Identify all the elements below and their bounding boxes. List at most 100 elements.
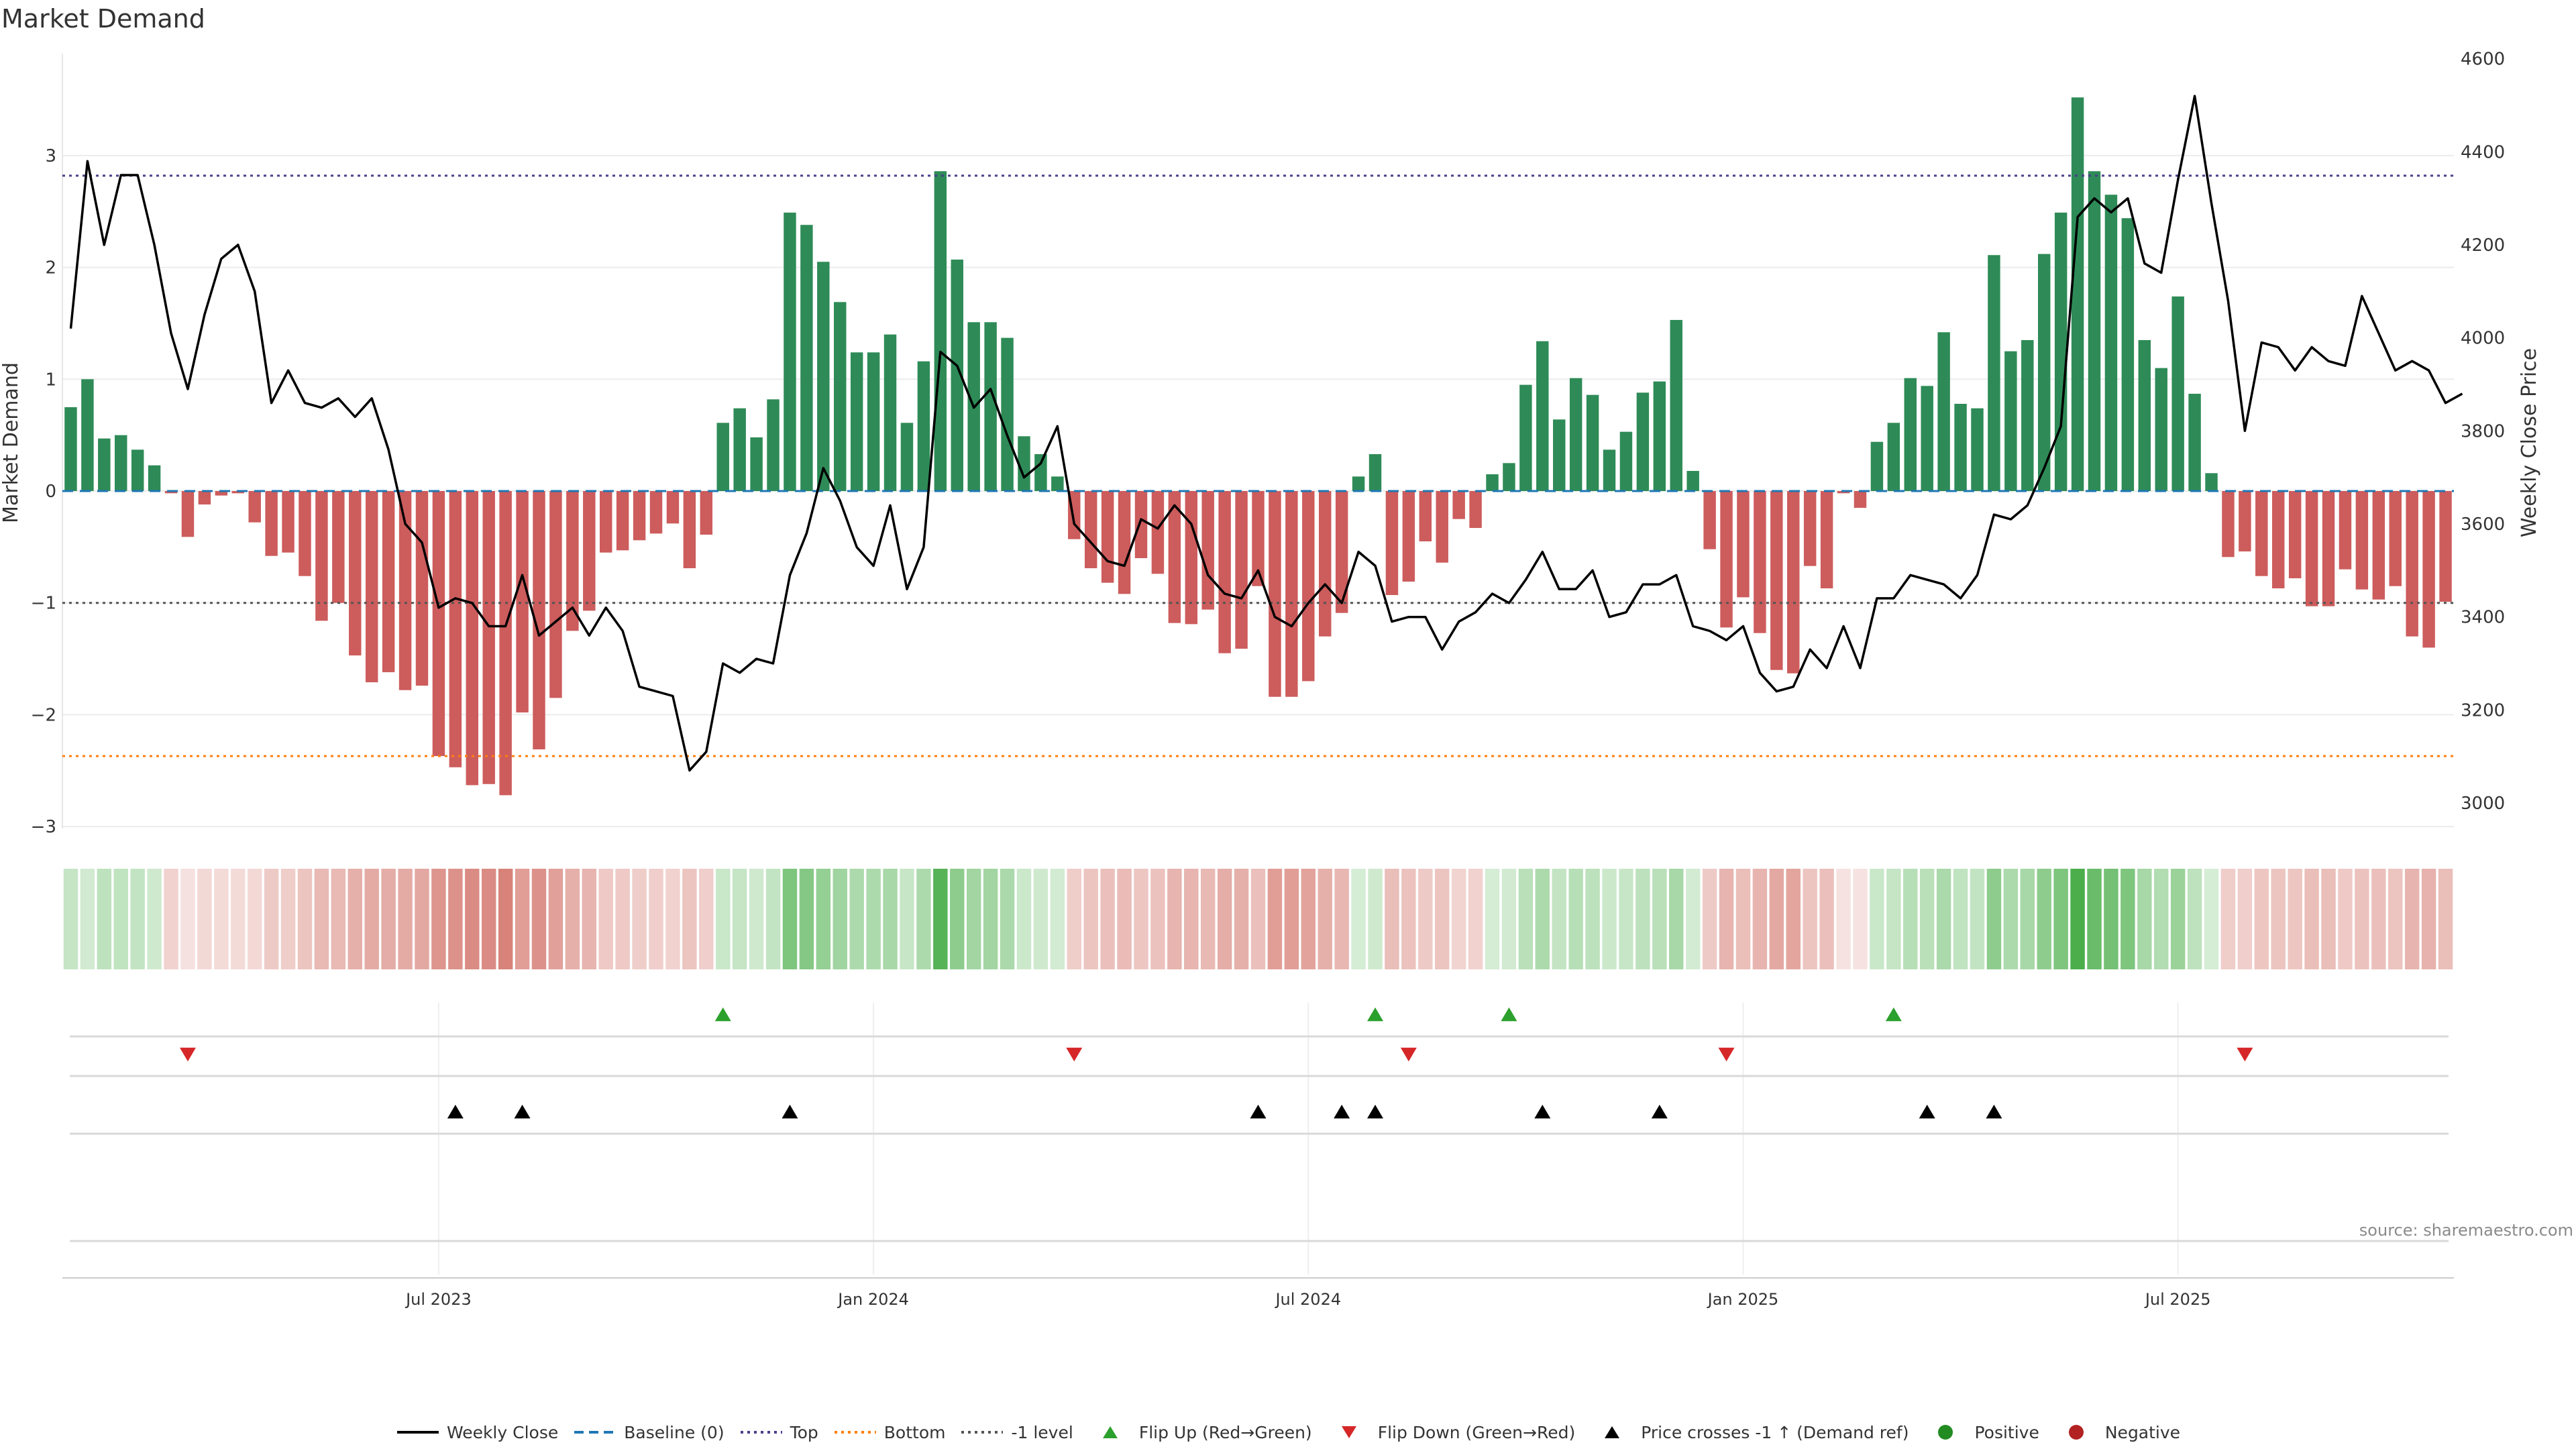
strip-cell xyxy=(1986,869,2002,969)
strip-cell xyxy=(1368,869,1383,969)
legend-item: Baseline (0) xyxy=(573,1422,724,1442)
demand-bar xyxy=(1034,453,1047,491)
strip-cell xyxy=(448,869,463,969)
demand-bar xyxy=(1368,453,1382,491)
demand-bar xyxy=(365,491,378,683)
strip-cell xyxy=(900,869,914,969)
demand-bar xyxy=(1619,431,1633,491)
price-cross-marker xyxy=(514,1104,531,1119)
strip-cell xyxy=(1853,869,1868,969)
strip-cell xyxy=(1234,869,1249,969)
strip-cell xyxy=(2137,869,2152,969)
strip-cell xyxy=(431,869,446,969)
legend-item: Positive xyxy=(1923,1422,2039,1442)
strip-cell xyxy=(916,869,931,969)
price-cross-marker xyxy=(1534,1104,1551,1119)
strip-cell xyxy=(598,869,613,969)
strip-cell xyxy=(950,869,965,969)
strip-cell xyxy=(615,869,630,969)
y2-tick-label: 3800 xyxy=(2461,421,2505,441)
demand-bar xyxy=(900,423,914,491)
demand-bar xyxy=(2121,218,2135,491)
flip-down-marker xyxy=(179,1047,196,1062)
strip-cell xyxy=(933,869,948,969)
strip-cell xyxy=(2020,869,2035,969)
strip-cell xyxy=(2204,869,2219,969)
demand-bar xyxy=(1151,491,1165,574)
demand-bar xyxy=(1636,392,1650,491)
demand-bar xyxy=(600,491,612,553)
y2-tick-label: 3200 xyxy=(2461,700,2505,720)
demand-bar xyxy=(1519,384,1532,491)
demand-bar xyxy=(700,491,713,535)
strip-cell xyxy=(1301,869,1316,969)
demand-bar xyxy=(1235,491,1248,649)
strip-cell xyxy=(80,869,95,969)
demand-bar xyxy=(2004,351,2017,491)
flip-up-marker xyxy=(714,1007,731,1022)
legend-label: Weekly Close xyxy=(446,1422,559,1442)
demand-bar xyxy=(398,491,412,690)
demand-bar xyxy=(2288,491,2302,579)
legend-label: Negative xyxy=(2104,1422,2181,1442)
strip-cell xyxy=(1318,869,1332,969)
demand-bar xyxy=(1352,476,1365,491)
flip-down-marker xyxy=(1066,1047,1083,1062)
strip-cell xyxy=(1652,869,1667,969)
weekly-close-line xyxy=(69,95,2463,772)
demand-bar xyxy=(516,491,529,713)
demand-bar xyxy=(867,352,880,491)
strip-cell xyxy=(2070,869,2085,969)
legend-item: Top xyxy=(739,1422,818,1442)
demand-bar xyxy=(817,262,830,491)
demand-bar xyxy=(64,407,77,491)
flip-down-marker xyxy=(1400,1047,1417,1062)
strip-cell xyxy=(264,869,279,969)
strip-cell xyxy=(347,869,362,969)
strip-cell xyxy=(565,869,580,969)
strip-cell xyxy=(2254,869,2269,969)
price-cross-marker xyxy=(447,1104,464,1119)
legend-item: -1 level xyxy=(960,1422,1073,1442)
demand-bar xyxy=(1118,491,1131,594)
flip-down-marker xyxy=(1718,1047,1735,1062)
demand-bar xyxy=(231,491,244,494)
strip-cell xyxy=(1033,869,1049,969)
demand-bar xyxy=(1436,491,1448,563)
strip-cell xyxy=(2388,869,2403,969)
strip-cell xyxy=(1100,869,1115,969)
flip-up-marker xyxy=(1501,1007,1517,1022)
y2-tick-label: 3400 xyxy=(2461,608,2505,628)
demand-bar xyxy=(81,379,94,491)
strip-cell xyxy=(2438,869,2453,969)
strip-cell xyxy=(1501,869,1517,969)
demand-bar xyxy=(1887,423,1900,491)
strip-cell xyxy=(2421,869,2436,969)
strip-cell xyxy=(147,869,162,969)
strip-cell xyxy=(2121,869,2135,969)
demand-bar xyxy=(1385,491,1399,596)
strip-cell xyxy=(1418,869,1433,969)
demand-bar xyxy=(1218,491,1231,653)
strip-cell xyxy=(1334,869,1349,969)
strip-cell xyxy=(1970,869,1985,969)
demand-bar xyxy=(850,352,863,491)
strip-cell xyxy=(799,869,814,969)
demand-bar xyxy=(499,491,512,796)
strip-cell xyxy=(1401,869,1416,969)
strip-cell xyxy=(1619,869,1633,969)
strip-cell xyxy=(2271,869,2286,969)
demand-bar xyxy=(1553,419,1566,491)
strip-cell xyxy=(883,869,898,969)
triangle-up-icon xyxy=(1102,1426,1118,1438)
strip-cell xyxy=(649,869,663,969)
demand-bar xyxy=(148,465,161,491)
y-tick-label: 1 xyxy=(45,370,56,390)
y2-tick-label: 4200 xyxy=(2461,235,2505,256)
chart-title: Market Demand xyxy=(1,4,205,34)
flip-up-marker xyxy=(1885,1007,1902,1022)
strip-cell xyxy=(2003,869,2019,969)
strip-cell xyxy=(398,869,413,969)
legend-item: Price crosses -1 ↑ (Demand ref) xyxy=(1590,1422,1909,1442)
